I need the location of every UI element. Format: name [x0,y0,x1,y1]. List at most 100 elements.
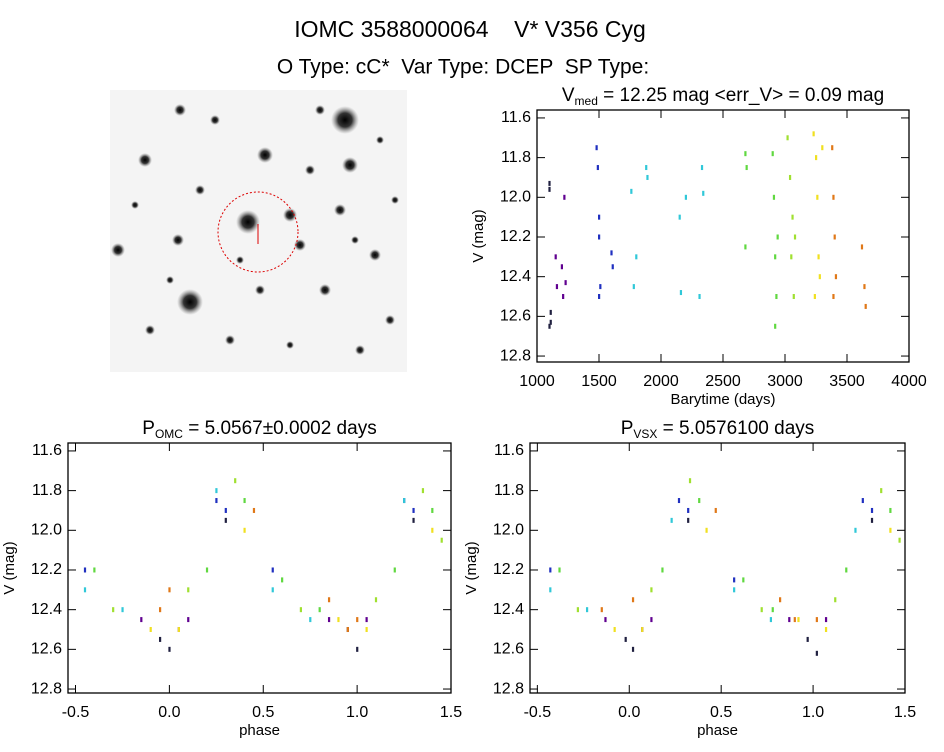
title-part: P [142,418,155,439]
data-point [774,254,777,260]
data-point [610,250,613,256]
data-point [631,646,635,652]
title-subscript: OMC [155,427,183,441]
data-point [224,517,227,523]
data-point [818,274,821,280]
data-point [705,527,708,533]
data-point [831,145,834,151]
data-point [560,264,563,270]
data-point [431,507,434,513]
data-point [679,290,683,296]
data-point [677,498,681,504]
y-tick-label: 12.6 [500,308,531,325]
data-point [863,284,866,290]
data-point [631,597,635,603]
data-point [832,294,835,300]
plot-frame [529,442,906,694]
data-point [776,234,779,240]
y-tick-label: 12.4 [493,601,524,618]
data-point [243,498,246,504]
data-point [650,587,653,593]
data-point [318,607,321,613]
data-point [149,627,152,633]
data-point [806,636,809,642]
data-point [771,151,774,157]
data-point [558,567,561,573]
y-tick-label: 12.8 [493,680,524,697]
y-tick-label: 12.2 [31,561,62,578]
data-point [650,617,653,623]
data-point [549,567,552,573]
data-point [788,174,792,180]
data-point [158,607,162,613]
data-point [832,194,835,200]
data-point [356,646,359,652]
y-tick-label: 12.8 [500,347,531,364]
data-point [252,507,256,513]
data-point [599,284,602,290]
data-point [168,587,171,593]
data-point [327,597,331,603]
chart-title: PVSX = 5.0576100 days [621,418,815,441]
data-point [346,627,349,633]
y-tick-label: 12.4 [500,268,531,285]
data-point [630,188,633,194]
data-point [374,597,378,603]
data-point [598,234,601,240]
data-point [688,478,692,484]
x-tick-label: 4000 [891,373,927,390]
data-point [243,527,246,533]
data-point [793,234,797,240]
data-point [670,517,673,523]
data-point [365,627,368,633]
data-point [393,567,396,573]
title-part: = 5.0567±0.0002 days [183,418,377,439]
data-point [168,646,171,652]
data-point [83,587,87,593]
data-point [585,607,589,613]
data-point [687,517,690,523]
data-point [440,537,443,543]
y-tick-label: 12.2 [493,561,524,578]
data-point [870,507,874,513]
data-point [215,488,218,494]
y-tick-label: 11.8 [32,482,62,499]
data-point [760,607,763,613]
data-point [112,607,115,613]
y-axis-label: V (mag) [463,541,480,594]
data-point [779,597,782,603]
data-point [421,488,425,494]
data-point [821,145,824,151]
x-tick-label: -0.5 [524,704,552,721]
data-point [742,577,745,583]
data-point [177,627,180,633]
data-point [797,617,800,623]
x-tick-label: 0.0 [618,704,640,721]
data-point [646,174,649,180]
data-point [309,617,312,623]
title-subscript: VSX [633,427,657,441]
data-point [356,617,359,623]
plot-frame [67,442,452,694]
data-point [632,284,635,290]
data-point [140,617,143,623]
data-point [365,617,368,623]
data-point [791,214,794,220]
y-axis-label: V (mag) [470,209,487,262]
data-point [598,214,601,220]
data-point [187,587,190,593]
data-point [554,254,557,260]
data-point [845,567,848,573]
data-point [834,597,837,603]
data-point [744,151,747,157]
data-point [889,507,892,513]
x-tick-label: 3500 [829,373,865,390]
data-point [604,617,607,623]
x-axis-label: phase [239,722,280,739]
data-point [880,488,883,494]
x-axis-label: Barytime (days) [670,391,775,408]
data-point [548,180,551,186]
data-point [733,587,736,593]
x-axis-label: phase [697,722,738,739]
data-point [327,617,331,623]
